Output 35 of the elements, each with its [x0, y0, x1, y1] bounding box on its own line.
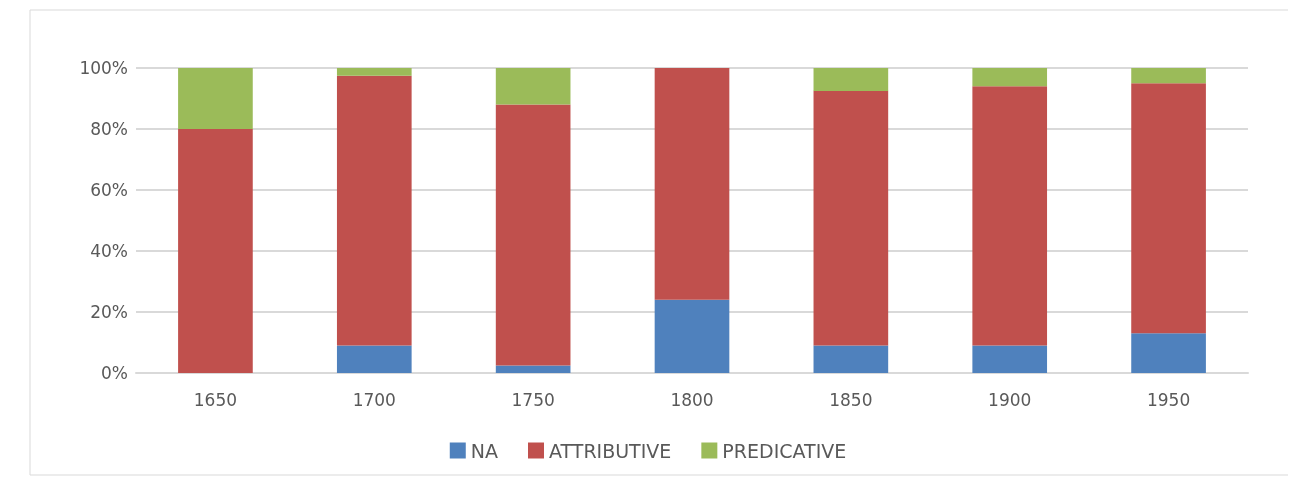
bar — [178, 129, 253, 373]
x-tick-label: 1950 — [1146, 389, 1191, 410]
bar — [972, 86, 1048, 346]
x-tick-label: 1750 — [511, 389, 555, 410]
bar — [813, 68, 889, 91]
bar — [495, 104, 571, 366]
bar — [972, 68, 1048, 87]
bar — [813, 345, 889, 373]
legend-label: ATTRIBUTIVE — [548, 439, 672, 462]
y-tick-label: 40% — [90, 241, 128, 261]
bar — [1131, 333, 1206, 373]
bar — [813, 90, 889, 346]
bar — [336, 75, 412, 346]
bar — [336, 68, 412, 76]
x-tick-label: 1700 — [352, 389, 396, 410]
bar — [495, 68, 571, 105]
x-tick-label: 1800 — [670, 389, 714, 410]
y-tick-label: 60% — [90, 180, 128, 200]
x-tick-label: 1900 — [988, 389, 1032, 410]
bar — [654, 299, 730, 373]
y-tick-label: 0% — [101, 363, 128, 383]
legend-label: PREDICATIVE — [722, 439, 847, 462]
bar — [972, 345, 1048, 373]
y-tick-label: 20% — [90, 302, 128, 322]
bar — [336, 345, 412, 373]
y-tick-label: 100% — [79, 58, 128, 78]
legend-label: NA — [470, 439, 498, 462]
bar — [495, 365, 571, 373]
x-tick-label: 1650 — [193, 389, 238, 410]
y-tick-label: 80% — [90, 119, 128, 139]
bar — [178, 68, 253, 129]
bar — [654, 68, 730, 300]
x-tick-label: 1850 — [829, 389, 873, 410]
bar — [1131, 83, 1206, 334]
bar — [1131, 68, 1206, 84]
